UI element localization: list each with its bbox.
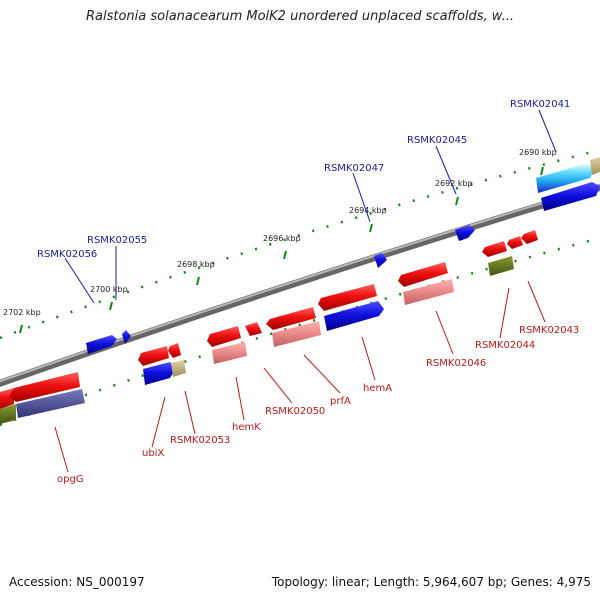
tick-label: 2700 kbp (90, 285, 128, 294)
gene-arrow[interactable] (398, 262, 448, 287)
gene-arrow[interactable] (536, 163, 594, 193)
major-tick (109, 301, 113, 311)
tick-label: 2702 kbp (3, 308, 41, 317)
gene-arrow[interactable] (171, 360, 186, 377)
tick-label: 2692 kbp (435, 179, 473, 188)
gene-arrow[interactable] (86, 335, 117, 354)
gene-label[interactable]: RSMK02043 (519, 325, 579, 336)
gene-label[interactable]: RSMK02050 (265, 406, 325, 417)
gene-label[interactable]: hemK (232, 422, 261, 433)
major-tick (283, 250, 287, 260)
sequence-backbone (0, 183, 600, 387)
reverse-strand-genes (0, 230, 538, 424)
gene-arrow[interactable] (0, 404, 16, 424)
gene-arrow[interactable] (212, 342, 247, 364)
tick-label: 2690 kbp (519, 148, 557, 157)
reverse-gene-labels: opgG ubiX RSMK02053 hemK RSMK02050 prfA … (54, 280, 579, 485)
upper-tick-row (0, 148, 600, 340)
major-tick (196, 276, 200, 286)
gene-arrow[interactable] (541, 182, 600, 211)
major-tick (369, 223, 373, 233)
topology-text: Topology: linear; Length: 5,964,607 bp; … (271, 575, 591, 589)
gene-arrow[interactable] (374, 253, 387, 268)
major-tick (540, 166, 544, 176)
gene-arrow[interactable] (16, 389, 85, 418)
gene-label[interactable]: opgG (57, 474, 84, 485)
gene-arrow[interactable] (507, 236, 523, 249)
lower-tick-row (0, 236, 600, 427)
gene-arrow[interactable] (168, 343, 181, 358)
gene-arrow[interactable] (266, 307, 316, 330)
map-title: Ralstonia solanacearum MolK2 unordered u… (85, 9, 514, 24)
gene-arrow[interactable] (143, 362, 175, 385)
gene-label[interactable]: RSMK02056 (37, 249, 97, 260)
sequence-backbone-highlight (0, 184, 600, 383)
forward-strand-genes (86, 157, 600, 354)
gene-arrow[interactable] (455, 225, 475, 241)
gene-arrow[interactable] (482, 241, 507, 257)
tick-labels: 2702 kbp 2700 kbp 2698 kbp 2696 kbp 2694… (3, 148, 557, 317)
gene-arrow[interactable] (488, 256, 514, 276)
gene-arrow[interactable] (245, 322, 262, 336)
gene-label[interactable]: RSMK02041 (510, 99, 570, 110)
gene-label[interactable]: RSMK02055 (87, 235, 147, 246)
gene-arrow[interactable] (138, 346, 169, 366)
gene-label[interactable]: RSMK02053 (170, 435, 230, 446)
forward-gene-labels: RSMK02056 RSMK02055 RSMK02047 RSMK02045 … (37, 99, 570, 304)
gene-arrow[interactable] (0, 388, 14, 409)
gene-arrow[interactable] (521, 230, 538, 244)
tick-label: 2694 kbp (349, 206, 387, 215)
tick-label: 2698 kbp (177, 260, 215, 269)
gene-label[interactable]: RSMK02046 (426, 358, 486, 369)
major-ticks (19, 166, 544, 334)
gene-arrow[interactable] (403, 279, 454, 305)
gene-label[interactable]: hemA (363, 383, 392, 394)
gene-arrow[interactable] (318, 284, 377, 311)
tick-label: 2696 kbp (263, 234, 301, 243)
major-tick (455, 196, 459, 206)
accession-text: Accession: NS_000197 (9, 575, 145, 589)
gene-label[interactable]: prfA (330, 396, 351, 407)
gene-label[interactable]: RSMK02045 (407, 135, 467, 146)
gene-arrow[interactable] (207, 326, 241, 347)
gene-arrow[interactable] (272, 321, 321, 347)
gene-label[interactable]: ubiX (142, 448, 164, 459)
gene-arrow[interactable] (9, 372, 80, 402)
major-tick (19, 324, 23, 334)
gene-label[interactable]: RSMK02044 (475, 340, 535, 351)
gene-label[interactable]: RSMK02047 (324, 163, 384, 174)
gene-arrow[interactable] (324, 301, 384, 331)
gene-arrow[interactable] (590, 157, 600, 175)
gene-arrow[interactable] (122, 330, 131, 344)
